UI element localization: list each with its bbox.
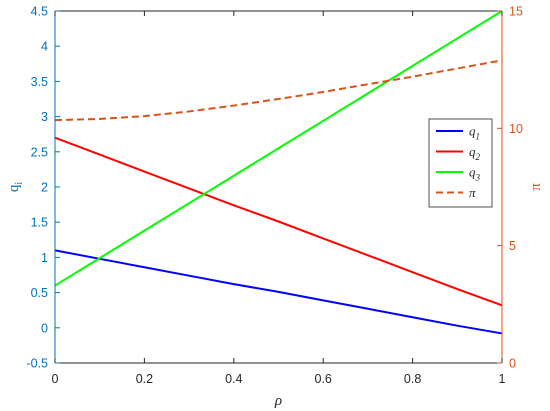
series-line-q3 — [54, 10, 503, 287]
y-left-tick-label: 2 — [41, 181, 48, 195]
y-left-tick-label: 1.5 — [31, 216, 48, 230]
y-left-tick-label: 1 — [41, 251, 48, 265]
legend-label-main: π — [469, 185, 476, 200]
y-left-axis-title-main: q — [6, 184, 22, 192]
series-line-q2 — [54, 136, 503, 307]
y-left-axis-title-sub: i — [14, 182, 25, 185]
legend-label-main: q — [469, 144, 476, 159]
y-left-axis-title-text: qi — [6, 182, 25, 193]
labels-layer: 0 0.2 0.4 0.6 0.8 1 -0.5 0 0.5 1 1.5 2 2.5 3 3.5 4 4.5 0 5… — [6, 5, 544, 410]
x-tick-label: 0 — [52, 372, 59, 386]
legend-label-q1: q1 — [469, 124, 480, 142]
y-left-tick-label: 3 — [41, 110, 48, 124]
legend-box — [428, 118, 493, 208]
y-right-axis-title-text: π — [528, 183, 544, 191]
x-tick-label: 0.2 — [136, 372, 153, 386]
y-right-tick-label: 15 — [509, 5, 523, 19]
y-left-axis-title: qi — [6, 182, 25, 193]
y-right-tick-label: 10 — [509, 122, 523, 136]
plot-area — [55, 11, 502, 363]
y-right-tick-label: 5 — [509, 239, 516, 253]
legend-label-q3: q3 — [469, 165, 481, 183]
y-left-tick-label: 3.5 — [31, 75, 48, 89]
x-tick-label: 0.8 — [404, 372, 421, 386]
y-left-tick-label: 0.5 — [31, 286, 48, 300]
legend-label-main: q — [469, 165, 476, 180]
x-tick-label: 0.6 — [315, 372, 332, 386]
plot-background — [55, 11, 502, 363]
y-left-tick-label: 2.5 — [31, 145, 48, 159]
legend-label-main: q — [469, 124, 476, 139]
y-left-tick-label: 4.5 — [31, 5, 48, 19]
y-right-tick-label: 0 — [509, 357, 516, 371]
y-left-tick-label: -0.5 — [26, 357, 48, 371]
legend-label-sub: 3 — [475, 173, 481, 183]
legend-label-π: π — [469, 185, 476, 200]
axes-layer — [54, 10, 503, 364]
series-layer — [54, 10, 503, 335]
series-line-q1 — [54, 249, 503, 335]
y-right-axis-title: π — [528, 183, 544, 191]
x-tick-label: 1 — [499, 372, 506, 386]
legend-label-sub: 2 — [476, 152, 481, 162]
legend-label-q2: q2 — [469, 144, 481, 162]
x-tick-label: 0.4 — [225, 372, 242, 386]
legend-label-sub: 1 — [476, 132, 481, 142]
x-axis-title: ρ — [274, 393, 282, 409]
series-line-π — [54, 59, 503, 122]
y-left-tick-label: 4 — [41, 40, 48, 54]
y-left-tick-label: 0 — [41, 321, 48, 335]
